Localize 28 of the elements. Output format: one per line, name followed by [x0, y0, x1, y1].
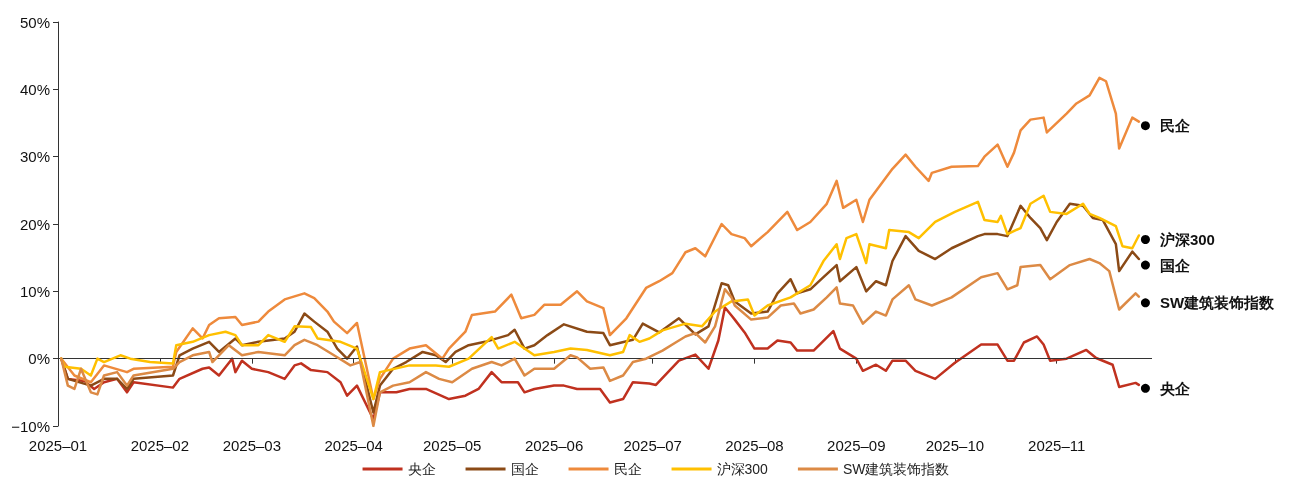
legend-label: SW建筑装饰指数: [842, 461, 950, 477]
x-tick-label: 2025–03: [222, 437, 282, 455]
legend-label: 沪深300: [716, 461, 769, 477]
x-tick-label: 2025–05: [423, 437, 482, 455]
annotation: 央企: [1158, 379, 1191, 397]
x-tick-label: 2025–10: [925, 437, 985, 455]
y-tick-label: 50%: [19, 13, 50, 31]
annotation: 沪深300: [1158, 230, 1215, 248]
annotation: SW建筑装饰指数: [1159, 294, 1276, 312]
annotation: 民企: [1159, 117, 1191, 135]
y-tick-label: 0%: [28, 350, 50, 368]
x-tick-label: 2025–01: [28, 437, 88, 455]
x-tick-label: 2025–11: [1028, 437, 1086, 455]
legend-label: 国企: [510, 461, 539, 477]
x-tick-label: 2025–02: [130, 437, 190, 455]
legend-label: 民企: [613, 461, 642, 477]
x-tick-label: 2025–07: [623, 437, 682, 455]
y-tick-label: 30%: [19, 148, 50, 166]
annotation: 国企: [1159, 256, 1191, 274]
x-tick-label: 2025–04: [324, 437, 383, 455]
x-tick-label: 2025–08: [725, 437, 784, 455]
y-tick-label: 40%: [19, 80, 50, 98]
legend-label: 央企: [407, 461, 436, 477]
y-tick-label: −10%: [11, 417, 50, 435]
x-tick-label: 2025–06: [524, 437, 584, 455]
y-tick-label: 20%: [19, 215, 50, 233]
x-tick-label: 2025–09: [827, 437, 886, 455]
y-tick-label: 10%: [19, 282, 50, 300]
